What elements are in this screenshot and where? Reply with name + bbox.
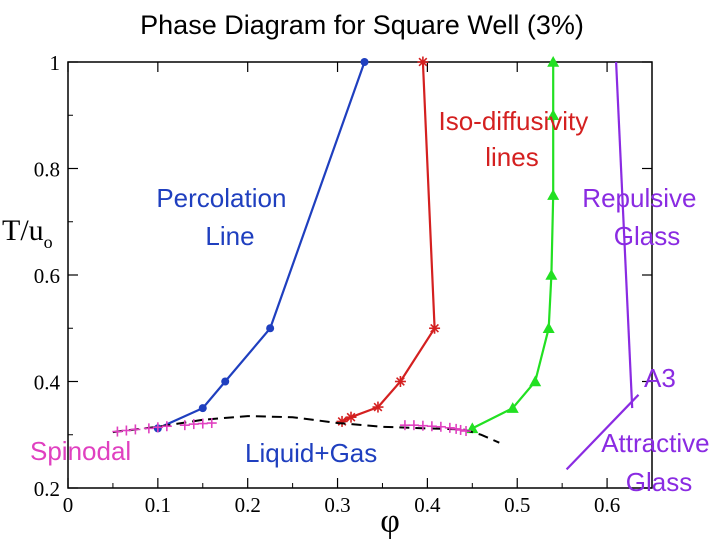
liquid-gas-label: Liquid+Gas	[245, 438, 377, 468]
x-axis-label: φ	[380, 503, 400, 540]
x-tick-label: 0.5	[504, 493, 530, 517]
data-point	[197, 418, 208, 429]
series-4	[565, 394, 640, 471]
data-point	[542, 322, 555, 334]
data-point	[529, 375, 542, 387]
data-point	[360, 58, 369, 66]
data-point	[179, 420, 190, 431]
data-point	[394, 376, 406, 387]
x-tick-label: 0.4	[414, 493, 441, 517]
x-tick-label: 0	[63, 493, 74, 517]
y-tick-label: 0.2	[34, 477, 60, 501]
series-1	[336, 56, 441, 427]
y-tick-label: 0.8	[34, 158, 60, 182]
data-point	[461, 426, 472, 437]
data-point	[121, 425, 132, 436]
chart-title: Phase Diagram for Square Well (3%)	[140, 10, 584, 40]
data-point	[206, 418, 217, 429]
iso-diffusivity-label: Iso-diffusivity lines	[438, 106, 595, 172]
y-axis-label-subscript: o	[44, 232, 53, 252]
axes-ticks: 0 0.1 0.2 0.3 0.4 0.5 0.6 0.2 0.4 0.6 0.8 1	[34, 51, 653, 517]
data-point	[198, 404, 207, 413]
data-point	[545, 269, 558, 280]
data-point	[152, 422, 163, 433]
data-point	[188, 419, 199, 430]
data-point	[426, 421, 437, 432]
data-point	[417, 56, 429, 68]
data-point	[130, 424, 141, 435]
series-line	[157, 61, 366, 430]
y-axis-label: T/uo	[2, 214, 53, 252]
series-layer	[112, 56, 640, 471]
data-point	[112, 426, 123, 437]
data-point	[547, 56, 560, 67]
data-point	[372, 401, 384, 413]
series-0	[153, 58, 369, 433]
data-point	[417, 420, 428, 431]
data-point	[444, 422, 455, 433]
x-tick-label: 0.2	[235, 493, 261, 517]
series-6	[112, 418, 472, 437]
data-point	[455, 424, 466, 435]
y-tick-label: 1	[50, 51, 61, 75]
data-point	[399, 420, 410, 431]
attractive-glass-label: Attractive Glass	[601, 428, 717, 497]
series-line	[471, 62, 555, 430]
data-point	[547, 109, 560, 121]
data-point	[143, 423, 154, 434]
data-point	[408, 420, 419, 431]
data-point	[345, 411, 357, 423]
x-tick-label: 0.1	[145, 493, 171, 517]
data-point	[266, 324, 275, 333]
data-point	[161, 421, 172, 432]
repulsive-glass-label: Repulsive Glass	[582, 183, 703, 251]
data-point	[429, 322, 441, 334]
y-tick-label: 0.4	[34, 371, 61, 395]
a3-label: A3	[644, 363, 676, 393]
series-line	[565, 394, 640, 471]
percolation-line-label: Percolation Line	[156, 183, 293, 251]
x-tick-label: 0.6	[594, 493, 620, 517]
data-point	[221, 377, 230, 386]
series-line	[615, 61, 634, 409]
x-tick-label: 0.3	[324, 493, 350, 517]
spinodal-label: Spinodal	[30, 436, 131, 466]
data-point	[547, 189, 560, 200]
series-line	[341, 61, 436, 423]
data-point	[506, 402, 519, 413]
series-3	[615, 61, 634, 409]
data-point	[451, 423, 462, 434]
data-point	[435, 421, 446, 432]
y-tick-label: 0.6	[34, 264, 60, 288]
